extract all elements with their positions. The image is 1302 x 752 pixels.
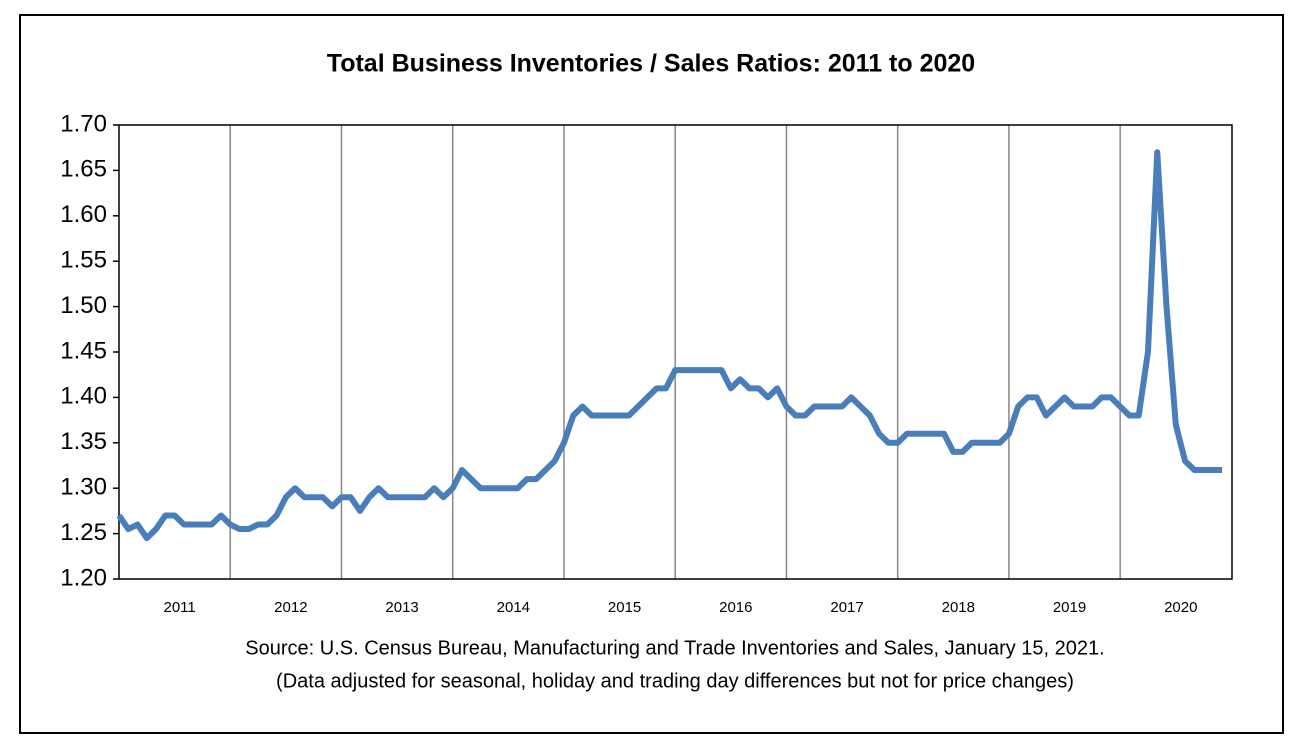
source: Source: U.S. Census Bureau, Manufacturin… — [245, 637, 1104, 659]
x-tick-label: 2017 — [830, 599, 863, 616]
series-line — [116, 149, 1223, 542]
x-tick-label: 2016 — [719, 599, 752, 616]
x-tick-label: 2015 — [608, 599, 641, 616]
y-tick-label: 1.70 — [60, 110, 107, 137]
y-tick-label: 1.45 — [60, 337, 107, 364]
x-tick-label: 2020 — [1164, 599, 1197, 616]
chart-title: Total Business Inventories / Sales Ratio… — [327, 50, 975, 78]
x-tick-label: 2012 — [274, 599, 307, 616]
x-tick-label: 2013 — [385, 599, 418, 616]
y-tick-label: 1.25 — [60, 519, 107, 546]
y-tick-label: 1.60 — [60, 201, 107, 228]
y-tick-label: 1.50 — [60, 292, 107, 319]
y-tick-label: 1.35 — [60, 428, 107, 455]
y-tick-label: 1.40 — [60, 383, 107, 410]
frame — [19, 14, 1284, 734]
x-tick-label: 2014 — [497, 599, 530, 616]
y-tick-label: 1.20 — [60, 564, 107, 591]
x-tick-label: 2011 — [163, 599, 195, 616]
x-tick-label: 2018 — [942, 599, 975, 616]
y-tick-label: 1.30 — [60, 474, 107, 501]
y-tick-label: 1.55 — [60, 247, 107, 274]
y-tick-label: 1.65 — [60, 156, 107, 183]
x-tick-label: 2019 — [1053, 599, 1086, 616]
note: (Data adjusted for seasonal, holiday and… — [276, 670, 1074, 692]
